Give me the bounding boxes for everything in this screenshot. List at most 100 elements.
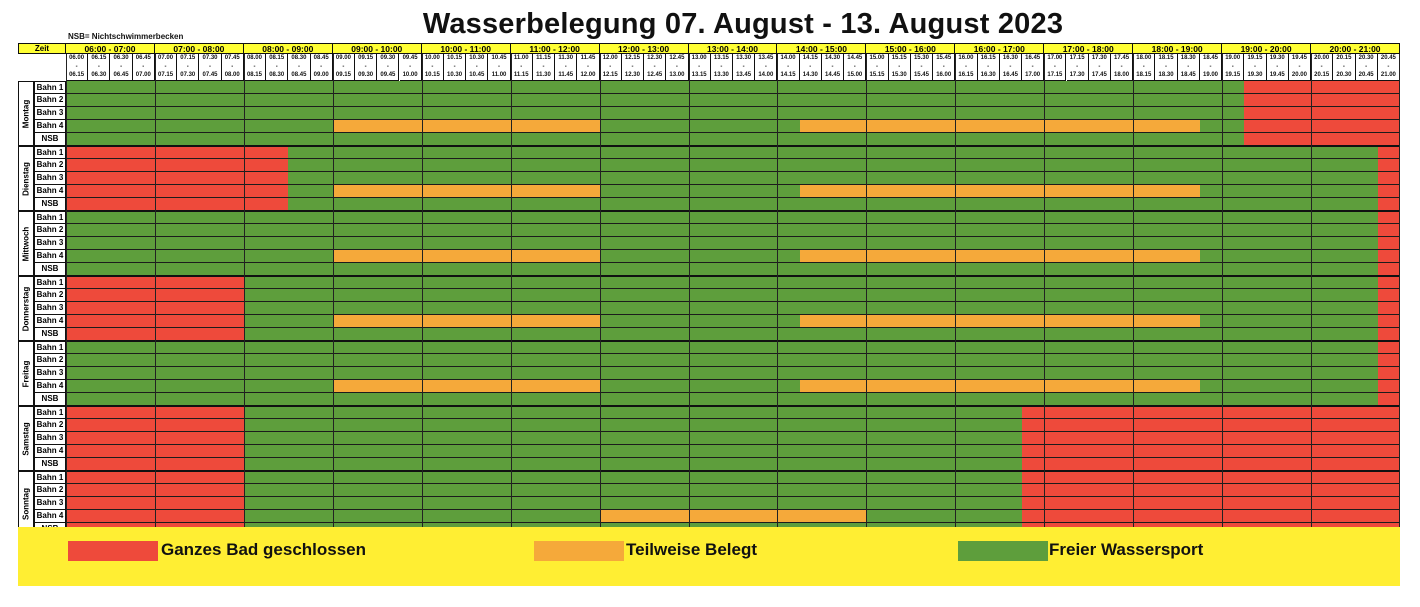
slot-from: 07.00: [158, 55, 174, 61]
slot-to: 10.45: [469, 72, 485, 79]
slot-header: 19.00 - 19.15: [1222, 54, 1245, 81]
schedule-cell-free: [288, 159, 1378, 172]
slot-from: 13.30: [736, 55, 752, 61]
slot-to: 18.30: [1158, 72, 1174, 79]
slot-from: 17.30: [1091, 55, 1107, 61]
hour-divider: [1399, 54, 1400, 536]
slot-dash: -: [942, 63, 945, 70]
hour-header: 12:00 - 13:00: [599, 43, 689, 54]
slot-to: 06.30: [91, 72, 107, 79]
slot-from: 08.15: [269, 55, 285, 61]
schedule-cell-closed: [1377, 367, 1400, 380]
slot-header: 08.30 - 08.45: [288, 54, 311, 81]
schedule-cell-closed: [1022, 432, 1400, 445]
slot-dash: -: [564, 63, 567, 70]
schedule-cell-closed: [1022, 510, 1400, 523]
slot-to: 15.00: [847, 72, 863, 79]
slot-from: 17.00: [1047, 55, 1063, 61]
slot-dash: -: [142, 63, 145, 70]
slot-dash: -: [1053, 63, 1056, 70]
slot-header: 18.00 - 18.15: [1133, 54, 1156, 81]
slot-dash: -: [1342, 63, 1345, 70]
slot-header: 15.15 - 15.30: [888, 54, 911, 81]
day-separator: [18, 405, 1400, 407]
slot-from: 13.00: [691, 55, 707, 61]
slot-from: 06.00: [69, 55, 85, 61]
slot-header: 15.30 - 15.45: [910, 54, 934, 81]
slot-header: 10.00 - 10.15: [421, 54, 444, 81]
lane-label: Bahn 1: [34, 146, 66, 159]
hour-header: 07:00 - 08:00: [154, 43, 244, 54]
slot-from: 19.15: [1247, 55, 1263, 61]
slot-header: 14.15 - 14.30: [799, 54, 822, 81]
day-label: Montag: [18, 81, 34, 146]
legend-label-partial: Teilweise Belegt: [626, 540, 758, 559]
schedule-cell-free: [1199, 250, 1378, 263]
slot-from: 11.00: [513, 55, 529, 61]
slot-to: 12.15: [602, 72, 618, 79]
slot-header: 11.00 - 11.15: [510, 54, 533, 81]
slot-dash: -: [475, 63, 478, 70]
slot-dash: -: [698, 63, 701, 70]
slot-from: 06.30: [113, 55, 129, 61]
lane-label: Bahn 1: [34, 211, 66, 224]
slot-to: 08.45: [291, 72, 307, 79]
hour-divider: [1044, 54, 1046, 536]
slot-dash: -: [742, 63, 745, 70]
day-separator: [18, 210, 1400, 212]
slot-from: 08.00: [246, 55, 262, 61]
slot-from: 08.45: [313, 55, 329, 61]
slot-dash: -: [831, 63, 834, 70]
slot-to: 17.00: [1025, 72, 1041, 79]
slot-dash: -: [876, 63, 878, 70]
schedule-cell-closed: [1244, 81, 1400, 94]
lane-label: Bahn 1: [34, 81, 66, 94]
schedule-cell-closed: [1022, 406, 1400, 419]
slot-dash: -: [453, 63, 456, 70]
schedule-cell-partial: [799, 120, 1200, 133]
schedule-cell-free: [66, 380, 333, 393]
lane-label: Bahn 2: [34, 484, 66, 497]
schedule-cell-free: [66, 120, 333, 133]
slot-to: 09.30: [358, 72, 374, 79]
schedule-cell-free: [66, 81, 1245, 94]
slot-from: 10.45: [491, 55, 507, 61]
slot-dash: -: [853, 63, 856, 70]
schedule-cell-free: [288, 146, 1378, 159]
slot-from: 18.30: [1180, 55, 1196, 61]
slot-from: 16.45: [1025, 55, 1041, 61]
slot-from: 09.30: [380, 55, 396, 61]
slot-dash: -: [1387, 63, 1390, 70]
hour-divider: [510, 54, 512, 536]
slot-from: 06.15: [91, 55, 107, 61]
schedule-cell-closed: [1377, 289, 1400, 302]
schedule-cell-free: [866, 510, 1023, 523]
slot-header: 19.45 - 20.00: [1288, 54, 1312, 81]
slot-header: 08.15 - 08.30: [266, 54, 289, 81]
lane-label: Bahn 4: [34, 315, 66, 328]
slot-from: 10.00: [424, 55, 440, 61]
slot-header: 11.45 - 12.00: [577, 54, 600, 81]
slot-header: 15.45 - 16.00: [933, 54, 956, 81]
schedule-cell-closed: [1377, 341, 1400, 354]
schedule-cell-free: [599, 315, 800, 328]
slot-from: 18.45: [1202, 55, 1218, 61]
slot-to: 16.00: [936, 72, 952, 79]
lane-label: Bahn 3: [34, 497, 66, 510]
slot-header: 09.00 - 09.15: [332, 54, 356, 81]
slot-dash: -: [275, 63, 278, 70]
slot-to: 18.45: [1180, 72, 1196, 79]
slot-from: 11.30: [558, 55, 574, 61]
hour-divider: [332, 54, 334, 536]
slot-header: 16.30 - 16.45: [999, 54, 1023, 81]
slot-to: 20.30: [1336, 72, 1352, 79]
slot-header: 13.15 - 13.30: [710, 54, 733, 81]
slot-header: 11.30 - 11.45: [555, 54, 578, 81]
slot-dash: -: [920, 63, 923, 70]
slot-header: 19.15 - 19.30: [1244, 54, 1267, 81]
slot-dash: -: [631, 63, 634, 70]
slot-from: 15.15: [891, 55, 907, 61]
schedule-cell-partial: [332, 250, 600, 263]
slot-from: 09.15: [358, 55, 374, 61]
schedule-cell-free: [288, 185, 333, 198]
